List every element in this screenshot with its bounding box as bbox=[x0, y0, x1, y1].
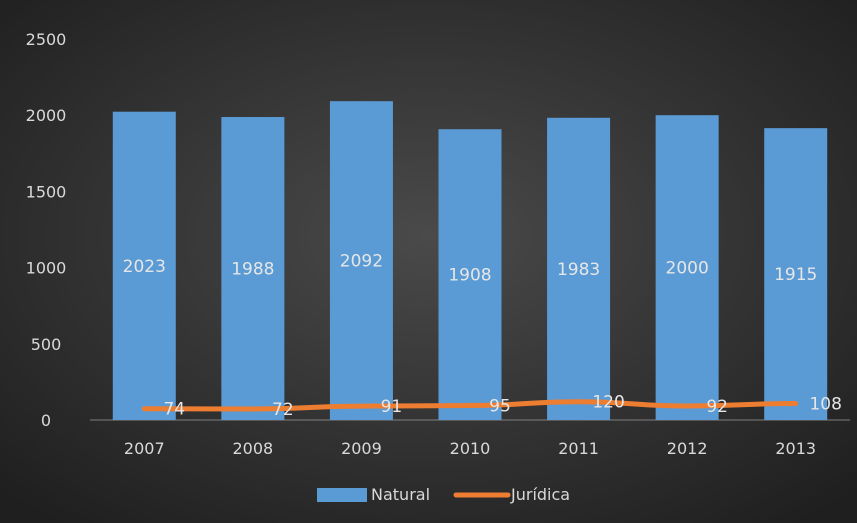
bar bbox=[764, 128, 828, 421]
legend-label-natural: Natural bbox=[371, 485, 430, 504]
line-data-label: 72 bbox=[272, 400, 294, 420]
line-data-label: 92 bbox=[706, 397, 728, 417]
y-axis: 0 500 1000 1500 2000 2500 bbox=[26, 30, 67, 430]
bar-data-label: 2023 bbox=[123, 257, 166, 277]
line-data-label: 108 bbox=[809, 395, 841, 415]
bar bbox=[112, 111, 176, 421]
x-tick-label: 2009 bbox=[341, 439, 382, 458]
bar-data-label: 2000 bbox=[666, 259, 709, 279]
x-tick-label: 2013 bbox=[775, 439, 816, 458]
bar-data-labels: 2023 1988 2092 1908 1983 2000 1915 bbox=[123, 252, 818, 286]
line-data-label: 95 bbox=[489, 397, 511, 417]
bar-series bbox=[112, 101, 828, 421]
legend: Natural Jurídica bbox=[317, 485, 570, 504]
line-series-path bbox=[141, 399, 799, 412]
legend-swatch-natural bbox=[317, 488, 367, 502]
bar bbox=[547, 117, 611, 420]
bar-data-label: 1915 bbox=[774, 265, 817, 285]
line-data-label: 74 bbox=[163, 400, 185, 420]
y-tick-label: 1000 bbox=[26, 259, 67, 278]
y-tick-label: 2000 bbox=[26, 106, 67, 125]
legend-label-juridica: Jurídica bbox=[510, 485, 570, 504]
bar-data-label: 1988 bbox=[231, 260, 274, 280]
line-data-label: 120 bbox=[592, 393, 624, 413]
y-tick-label: 1500 bbox=[26, 182, 67, 201]
line-series: 74 72 91 95 120 92 108 bbox=[141, 393, 842, 420]
y-tick-label: 2500 bbox=[26, 30, 67, 49]
y-tick-label: 500 bbox=[31, 335, 62, 354]
bar-data-label: 1908 bbox=[448, 266, 491, 286]
bar bbox=[655, 115, 719, 420]
bar-data-label: 2092 bbox=[340, 252, 383, 272]
x-tick-label: 2012 bbox=[667, 439, 708, 458]
y-tick-label: 0 bbox=[41, 411, 51, 430]
bar bbox=[221, 117, 285, 420]
bar bbox=[438, 129, 502, 420]
bar-data-label: 1983 bbox=[557, 260, 600, 280]
x-axis: 2007 2008 2009 2010 2011 2012 2013 bbox=[124, 439, 816, 458]
x-tick-label: 2011 bbox=[558, 439, 599, 458]
bar bbox=[329, 101, 393, 420]
line-data-label: 91 bbox=[381, 397, 403, 417]
x-tick-label: 2007 bbox=[124, 439, 165, 458]
x-tick-label: 2008 bbox=[232, 439, 273, 458]
x-tick-label: 2010 bbox=[450, 439, 491, 458]
